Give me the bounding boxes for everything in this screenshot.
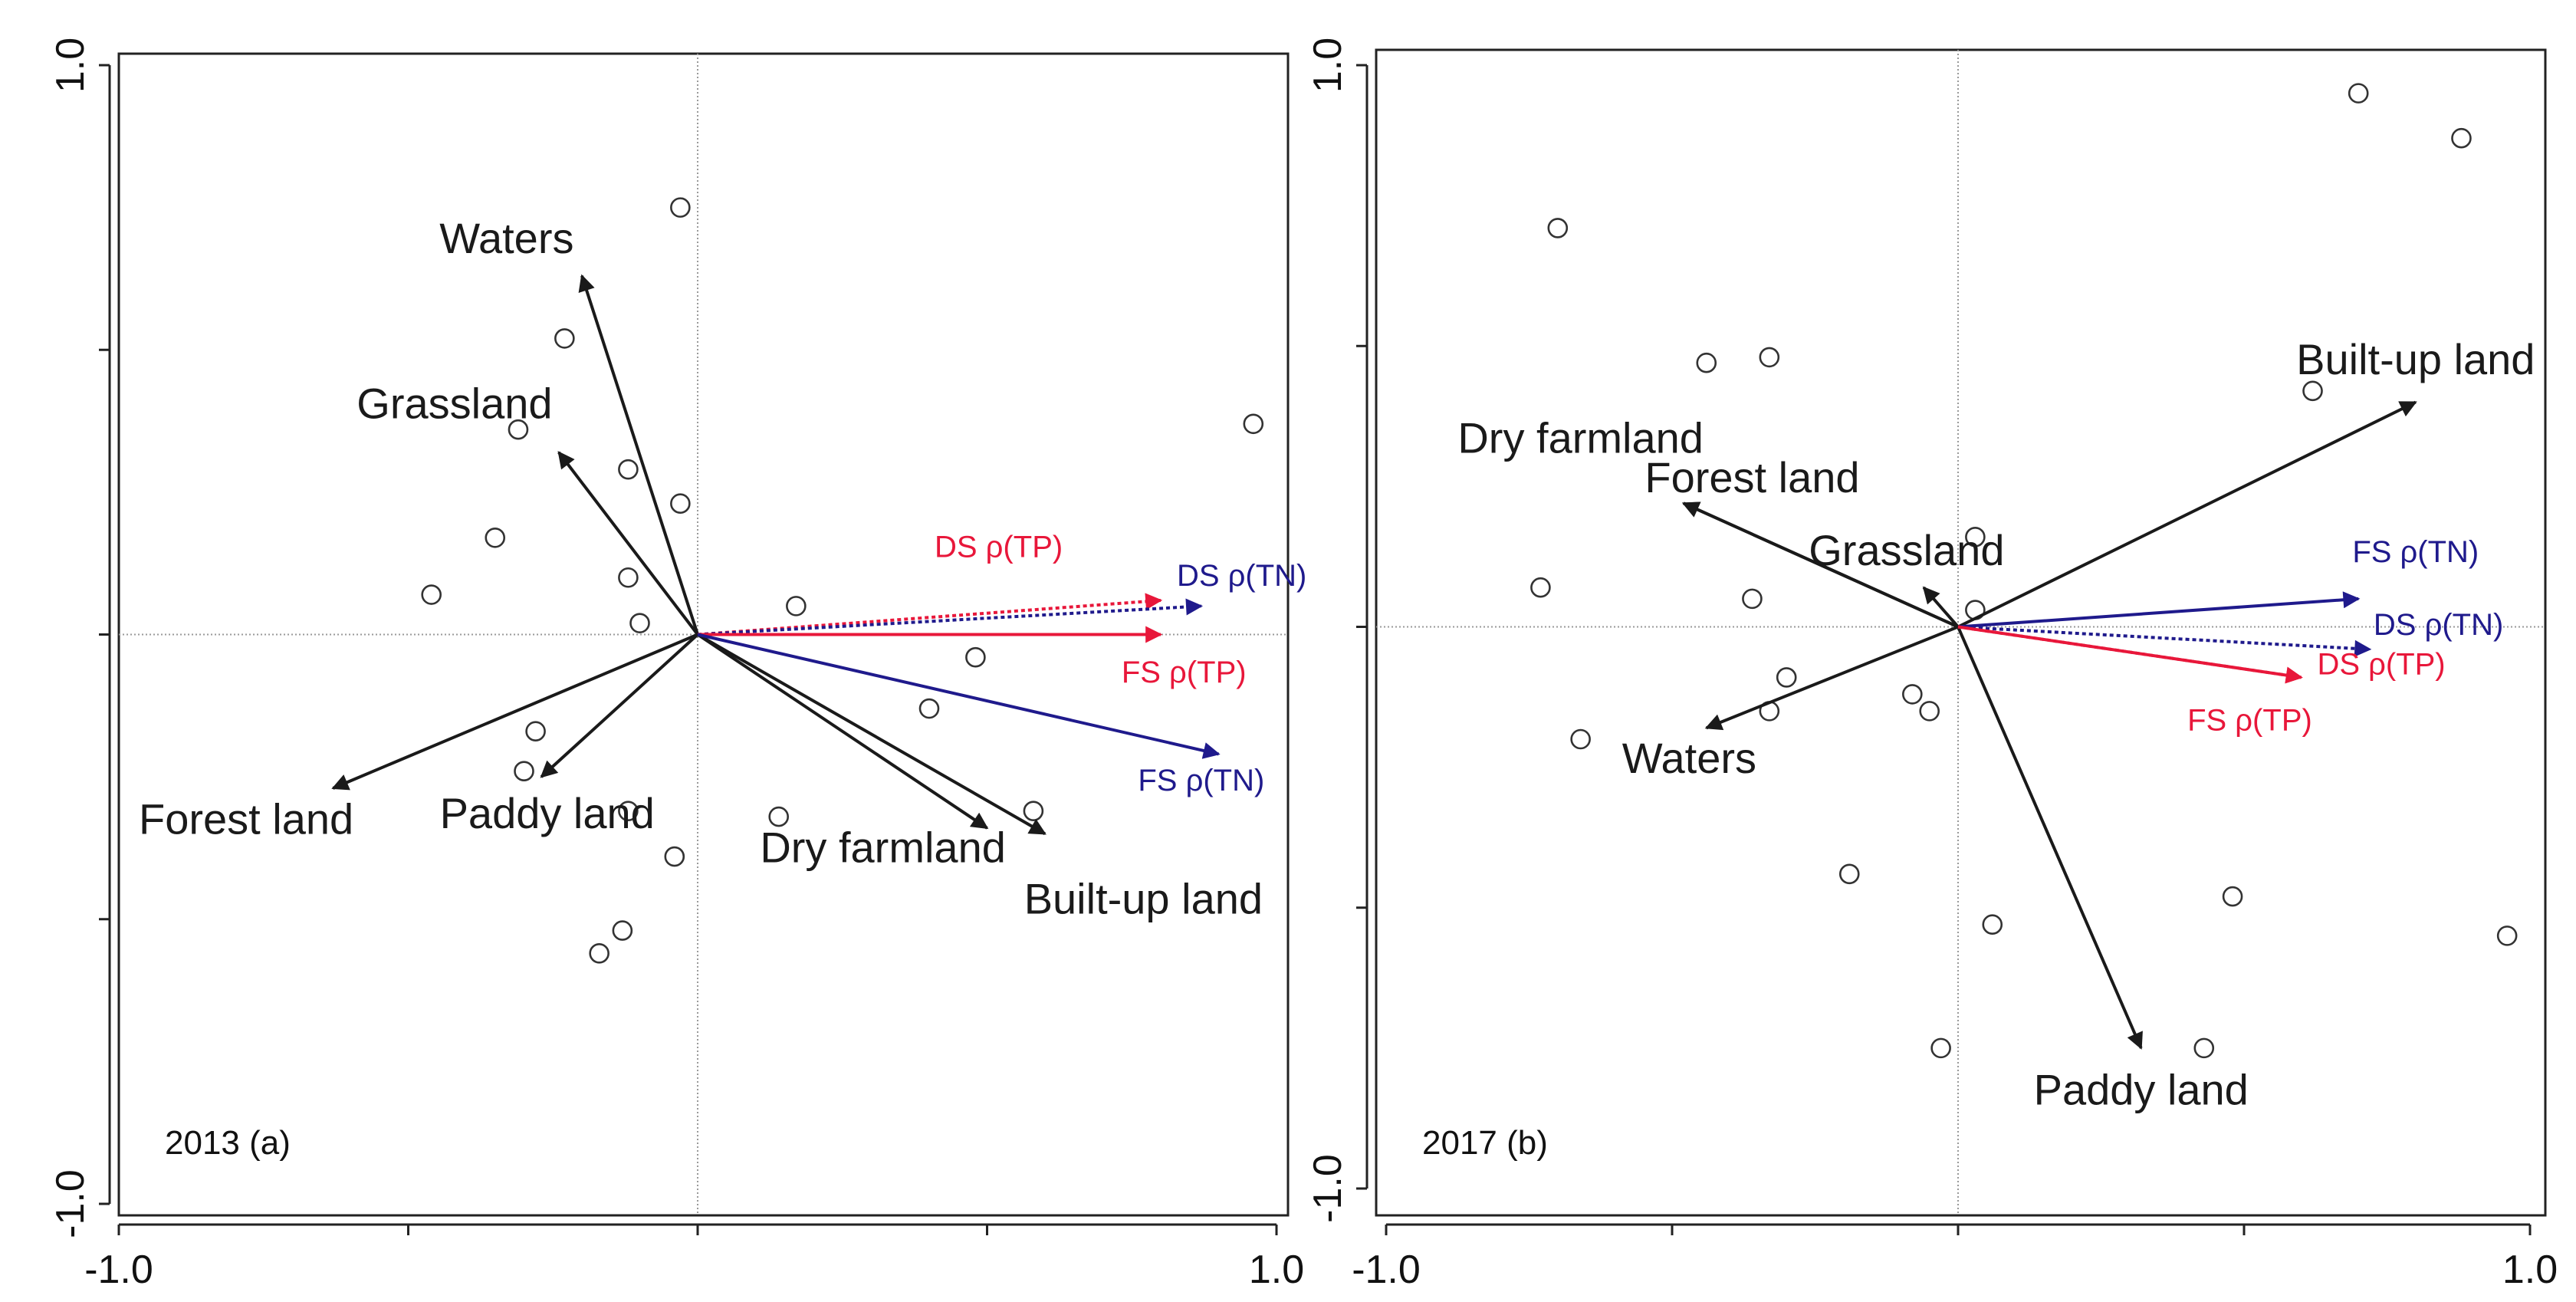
site-marker	[618, 567, 639, 588]
x-tick-label: -1.0	[84, 1248, 153, 1292]
water-quality-label: DS ρ(TN)	[1177, 559, 1306, 593]
water-quality-label: FS ρ(TN)	[1138, 764, 1264, 797]
x-tick-label: 1.0	[1249, 1248, 1304, 1292]
site-marker	[1570, 728, 1591, 750]
site-marker	[2193, 1037, 2215, 1059]
x-tick-label: -1.0	[1352, 1248, 1421, 1292]
site-marker	[670, 197, 691, 218]
site-marker	[589, 943, 610, 964]
water-quality-label: DS ρ(TN)	[2374, 608, 2503, 642]
biplot-panel-2013: -1.0 1.0 1.0 -1.0 Waters Grassland Forest land…	[48, 38, 1306, 1292]
site-marker	[618, 801, 639, 821]
water-quality-label: FS ρ(TN)	[2352, 535, 2479, 569]
site-marker	[670, 493, 691, 515]
land-use-arrow	[697, 633, 1046, 836]
panel-label: 2013 (a)	[165, 1124, 291, 1162]
site-marker	[421, 584, 442, 605]
water-quality-arrow	[697, 598, 1204, 636]
land-use-label: Paddy land	[2034, 1065, 2249, 1113]
site-marker	[1759, 347, 1780, 368]
site-marker	[1547, 218, 1569, 238]
land-use-arrow	[557, 451, 699, 636]
site-marker	[1243, 413, 1264, 435]
y-tick-label: 1.0	[1306, 38, 1350, 93]
site-marker	[2348, 83, 2369, 104]
site-marker	[1930, 1037, 1951, 1059]
site-marker	[514, 761, 534, 782]
site-marker	[965, 646, 986, 668]
site-marker	[485, 527, 506, 548]
site-marker	[1838, 863, 1860, 885]
land-use-arrow	[578, 274, 699, 636]
water-quality-label: FS ρ(TP)	[1122, 656, 1247, 689]
site-marker	[1696, 352, 1717, 373]
site-marker	[1902, 684, 1923, 705]
site-marker	[2496, 926, 2518, 946]
water-quality-label: DS ρ(TP)	[935, 531, 1063, 564]
land-use-label: Waters	[439, 214, 573, 262]
site-marker	[1982, 914, 2003, 935]
land-use-label: Forest land	[139, 794, 353, 843]
site-marker	[918, 698, 940, 719]
land-use-label: Grassland	[356, 379, 552, 427]
land-use-arrow	[1957, 626, 2143, 1050]
land-use-label: Paddy land	[440, 789, 655, 837]
site-marker	[2451, 127, 2472, 149]
land-use-arrow	[1704, 625, 1959, 731]
site-marker	[1530, 577, 1551, 598]
site-marker	[1919, 701, 1940, 722]
land-use-arrow	[540, 633, 699, 778]
y-tick-label: 1.0	[48, 38, 93, 93]
land-use-label: Waters	[1622, 734, 1756, 782]
water-quality-label: DS ρ(TP)	[2317, 647, 2445, 681]
site-marker	[664, 846, 685, 867]
site-marker	[768, 806, 790, 827]
land-use-label: Dry farmland	[760, 823, 1006, 871]
site-marker	[2302, 380, 2323, 402]
site-marker	[612, 920, 633, 941]
land-use-arrow	[1922, 586, 1960, 628]
site-marker	[786, 596, 807, 616]
x-tick-label: 1.0	[2502, 1248, 2558, 1292]
land-use-label: Forest land	[1644, 453, 1859, 501]
water-quality-label: FS ρ(TP)	[2187, 704, 2312, 738]
site-marker	[629, 613, 650, 633]
water-quality-arrow	[1957, 625, 2303, 684]
water-quality-arrow	[1957, 591, 2361, 629]
land-use-arrow	[1681, 501, 1959, 629]
plot-frame	[1375, 48, 2547, 1217]
site-marker	[554, 328, 575, 349]
land-use-label: Grassland	[1809, 526, 2004, 574]
y-tick-label: -1.0	[1306, 1154, 1350, 1223]
water-quality-arrow	[697, 633, 1221, 759]
site-marker	[508, 419, 529, 440]
site-marker	[618, 459, 639, 480]
land-use-label: Dry farmland	[1457, 414, 1704, 462]
site-marker	[1776, 667, 1797, 688]
land-use-arrow	[1957, 400, 2417, 629]
site-marker	[1965, 526, 1986, 547]
land-use-label: Built-up land	[1024, 874, 1263, 922]
land-use-arrow	[331, 633, 698, 791]
site-marker	[2222, 886, 2243, 907]
land-use-label: Built-up land	[2296, 335, 2535, 383]
y-tick-label: -1.0	[48, 1169, 93, 1238]
land-use-arrow	[696, 633, 989, 830]
panel-label: 2017 (b)	[1422, 1124, 1548, 1162]
site-marker	[525, 721, 546, 742]
site-marker	[1742, 588, 1763, 610]
